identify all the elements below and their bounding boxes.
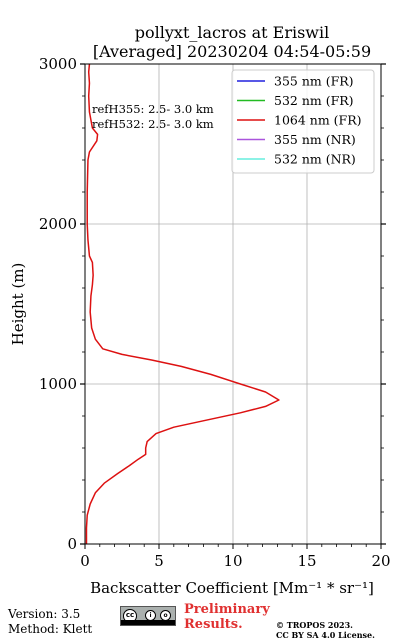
cc-license-badge: cc i o bbox=[120, 606, 176, 626]
legend: 355 nm (FR) 532 nm (FR) 1064 nm (FR) 355 nm… bbox=[231, 69, 375, 174]
preliminary-notice: Preliminary Results. bbox=[184, 602, 270, 632]
x-tick-label: 5 bbox=[154, 552, 164, 570]
x-tick-label: 0 bbox=[80, 552, 90, 570]
y-tick-label: 3000 bbox=[39, 55, 77, 73]
ticks bbox=[80, 63, 386, 549]
method-text: Method: Klett bbox=[8, 622, 93, 636]
annotation-refh355: refH355: 2.5- 3.0 km bbox=[92, 102, 214, 116]
y-tick-label: 0 bbox=[67, 535, 77, 553]
reference-annotations: refH355: 2.5- 3.0 km refH532: 2.5- 3.0 k… bbox=[92, 102, 214, 131]
copyright-notice: © TROPOS 2023. CC BY SA 4.0 License. bbox=[276, 620, 375, 640]
x-tick-label: 15 bbox=[297, 552, 316, 570]
legend-label: 1064 nm (FR) bbox=[274, 113, 362, 128]
legend-label: 355 nm (FR) bbox=[274, 74, 354, 89]
preliminary-line-1: Preliminary bbox=[184, 602, 270, 617]
y-tick-label: 1000 bbox=[39, 375, 77, 393]
legend-box bbox=[231, 69, 375, 174]
legend-label: 532 nm (NR) bbox=[274, 152, 356, 167]
x-axis-label: Backscatter Coefficient [Mm⁻¹ * sr⁻¹] bbox=[90, 579, 374, 597]
copyright-line-1: © TROPOS 2023. bbox=[276, 620, 353, 630]
tick-labels: 0 5 10 15 20 0 1000 2000 3000 bbox=[39, 55, 391, 570]
annotation-refh532: refH532: 2.5- 3.0 km bbox=[92, 117, 214, 131]
badge-bar bbox=[121, 620, 175, 625]
legend-label: 355 nm (NR) bbox=[274, 132, 356, 147]
series-line-1064nm-fr bbox=[85, 63, 280, 544]
y-axis-label: Height (m) bbox=[9, 263, 27, 346]
chart-title: pollyxt_lacros at Eriswil bbox=[135, 23, 329, 42]
chart-subtitle: [Averaged] 20230204 04:54-05:59 bbox=[93, 42, 371, 61]
x-tick-label: 20 bbox=[371, 552, 390, 570]
y-tick-label: 2000 bbox=[39, 215, 77, 233]
x-tick-label: 10 bbox=[223, 552, 242, 570]
legend-label: 532 nm (FR) bbox=[274, 93, 354, 108]
version-text: Version: 3.5 bbox=[8, 607, 81, 621]
preliminary-line-2: Results. bbox=[184, 617, 243, 632]
data-series bbox=[85, 63, 280, 544]
copyright-line-2: CC BY SA 4.0 License. bbox=[276, 630, 375, 640]
footer-version: Version: 3.5 Method: Klett bbox=[8, 607, 92, 637]
